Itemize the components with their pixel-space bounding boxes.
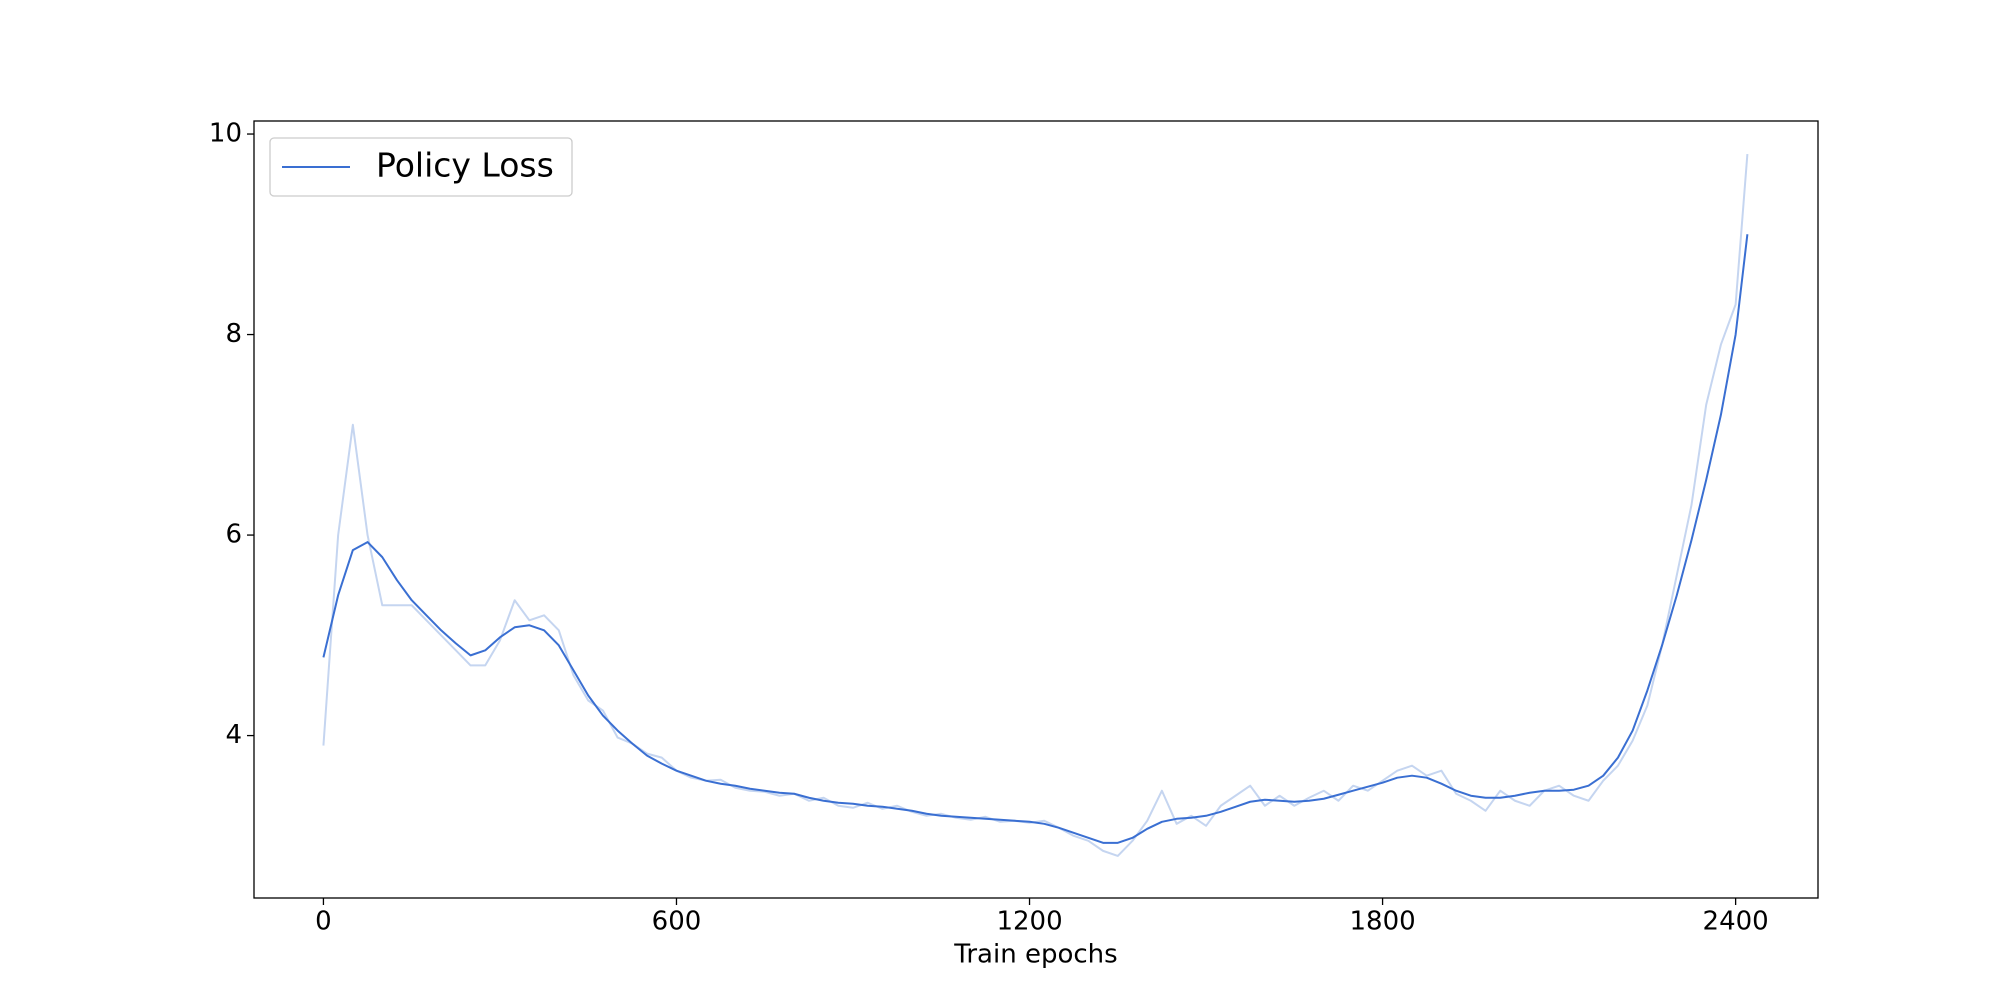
legend-box <box>269 137 573 197</box>
x-tick-label: 1800 <box>1349 907 1415 937</box>
series-line <box>322 154 1749 857</box>
y-tick-label: 4 <box>225 720 242 750</box>
x-tick-label: 1200 <box>996 907 1062 937</box>
series-line <box>322 234 1749 844</box>
plot-frame <box>253 120 1819 899</box>
x-axis-label: Train epochs <box>953 940 1117 970</box>
x-tick-label: 2400 <box>1703 907 1769 937</box>
legend-label: Policy Loss <box>376 146 554 185</box>
y-tick-label: 10 <box>209 119 242 149</box>
y-tick-label: 8 <box>225 319 242 349</box>
x-tick-label: 0 <box>315 907 332 937</box>
x-tick-label: 600 <box>652 907 702 937</box>
y-tick-label: 6 <box>225 520 242 550</box>
